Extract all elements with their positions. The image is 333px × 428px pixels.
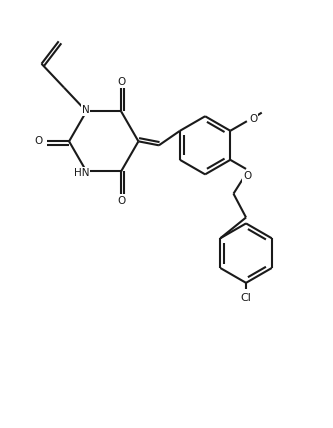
Text: O: O — [117, 196, 125, 206]
Text: O: O — [35, 137, 43, 146]
Text: O: O — [249, 113, 258, 124]
Text: O: O — [243, 171, 251, 181]
Text: Cl: Cl — [241, 293, 251, 303]
Text: O: O — [117, 77, 125, 86]
Text: N: N — [82, 105, 90, 115]
Text: HN: HN — [74, 168, 90, 178]
